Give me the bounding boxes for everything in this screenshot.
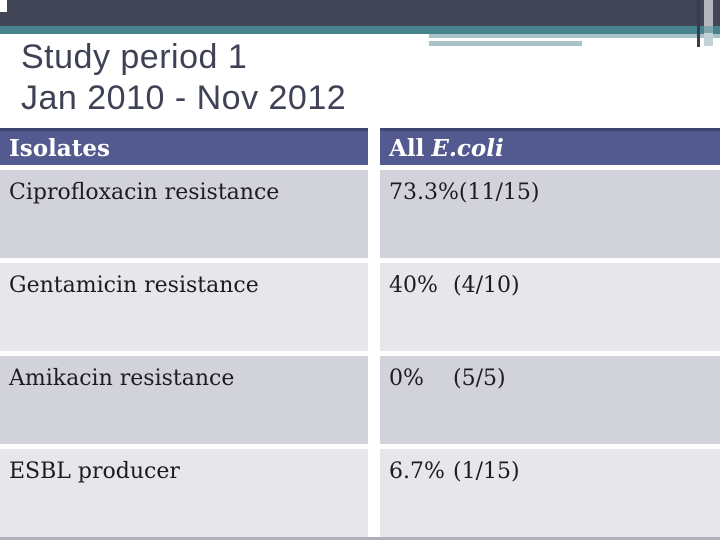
resistance-table: Isolates All E.coli Ciprofloxacin resista… (0, 128, 720, 537)
column-header-all-ecoli: All E.coli (380, 128, 720, 165)
slide-bottom-edge (0, 537, 720, 540)
isolate-label-cell: Amikacin resistance (0, 356, 368, 444)
result-cell: 40% (4/10) (380, 263, 720, 351)
isolate-label: Amikacin resistance (9, 366, 235, 391)
right-edge-gray-stripe (704, 0, 713, 26)
accent-stripe-long (429, 34, 720, 38)
result-cell: 0% (5/5) (380, 356, 720, 444)
isolate-label: Ciprofloxacin resistance (9, 180, 280, 205)
slide-title-line1: Study period 1 (21, 38, 248, 76)
accent-stripe-short (429, 41, 582, 46)
top-banner-bar (0, 0, 720, 26)
result-percent: 73.3% (389, 180, 459, 205)
table-row-esbl: ESBL producer 6.7% (1/15) (0, 449, 720, 537)
column-header-isolates-label: Isolates (9, 135, 110, 162)
isolate-label: Gentamicin resistance (9, 273, 259, 298)
teal-accent-band (0, 26, 720, 34)
column-header-isolates: Isolates (0, 128, 368, 165)
result-percent: 40% (389, 273, 438, 298)
result-fraction: (4/10) (453, 273, 520, 298)
result-percent: 6.7% (389, 459, 445, 484)
right-edge-dark-stripe (697, 0, 700, 47)
result-cell: 6.7% (1/15) (380, 449, 720, 537)
slide-title: Study period 1 Jan 2010 - Nov 2012 (21, 37, 641, 119)
result-percent: 0% (389, 366, 424, 391)
right-edge-teal-stripe (704, 26, 713, 33)
right-edge-light-stripe (704, 33, 713, 46)
isolate-label-cell: ESBL producer (0, 449, 368, 537)
result-fraction: (5/5) (453, 366, 506, 391)
isolate-label: ESBL producer (9, 459, 180, 484)
column-header-all-label: All (389, 135, 425, 162)
table-row-ciprofloxacin: Ciprofloxacin resistance 73.3%(11/15) (0, 170, 720, 258)
isolate-label-cell: Gentamicin resistance (0, 263, 368, 351)
result-fraction: (1/15) (453, 459, 520, 484)
table-row-amikacin: Amikacin resistance 0% (5/5) (0, 356, 720, 444)
isolate-label-cell: Ciprofloxacin resistance (0, 170, 368, 258)
result-cell: 73.3%(11/15) (380, 170, 720, 258)
table-row-gentamicin: Gentamicin resistance 40% (4/10) (0, 263, 720, 351)
result-fraction: (11/15) (458, 180, 540, 205)
table-header-row: Isolates All E.coli (0, 128, 720, 165)
corner-notch (0, 0, 7, 12)
slide-title-line2: Jan 2010 - Nov 2012 (21, 79, 347, 117)
column-header-species-label: E.coli (431, 135, 504, 162)
